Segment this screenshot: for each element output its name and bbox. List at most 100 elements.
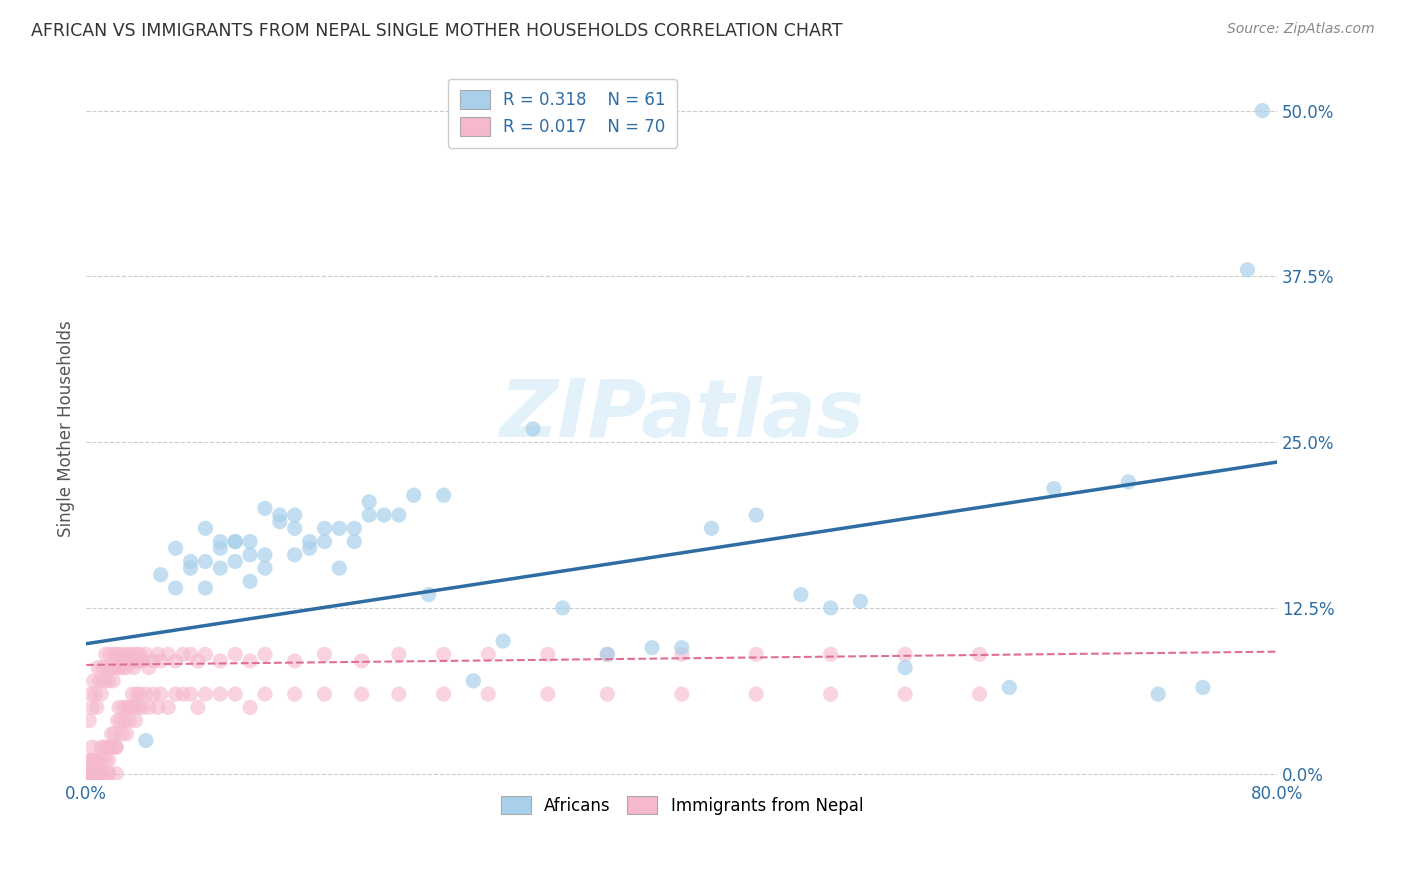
Point xyxy=(132,700,155,714)
Point xyxy=(1118,475,1140,489)
Point xyxy=(118,648,141,662)
Point xyxy=(117,654,139,668)
Point xyxy=(97,673,120,688)
Point xyxy=(101,740,124,755)
Point xyxy=(343,521,366,535)
Point xyxy=(103,648,125,662)
Point xyxy=(894,648,917,662)
Point xyxy=(388,508,411,522)
Point xyxy=(1236,262,1258,277)
Point xyxy=(77,753,100,767)
Point xyxy=(284,654,307,668)
Point xyxy=(105,740,128,755)
Point xyxy=(969,648,991,662)
Point xyxy=(149,687,172,701)
Point xyxy=(700,521,723,535)
Point xyxy=(172,687,194,701)
Point xyxy=(894,687,917,701)
Point xyxy=(84,766,107,780)
Point xyxy=(149,654,172,668)
Point xyxy=(90,740,112,755)
Point xyxy=(239,574,262,589)
Point xyxy=(224,554,246,568)
Point xyxy=(149,567,172,582)
Point xyxy=(77,766,100,780)
Point xyxy=(314,648,336,662)
Point xyxy=(298,541,321,556)
Point xyxy=(179,687,201,701)
Point xyxy=(107,714,129,728)
Point xyxy=(253,561,276,575)
Point xyxy=(83,673,105,688)
Point xyxy=(94,648,117,662)
Point xyxy=(402,488,425,502)
Point xyxy=(969,687,991,701)
Point xyxy=(179,561,201,575)
Point xyxy=(350,687,373,701)
Point xyxy=(125,648,148,662)
Point xyxy=(596,687,619,701)
Point xyxy=(111,660,134,674)
Point xyxy=(97,753,120,767)
Point xyxy=(418,588,440,602)
Point xyxy=(209,561,232,575)
Point xyxy=(111,727,134,741)
Point xyxy=(117,700,139,714)
Point xyxy=(671,640,693,655)
Point xyxy=(100,660,122,674)
Point xyxy=(596,648,619,662)
Point xyxy=(125,687,148,701)
Point xyxy=(128,687,150,701)
Point xyxy=(110,648,132,662)
Point xyxy=(596,648,619,662)
Point xyxy=(121,687,143,701)
Point xyxy=(86,753,108,767)
Point xyxy=(82,766,104,780)
Point xyxy=(157,648,180,662)
Point xyxy=(388,687,411,701)
Legend: Africans, Immigrants from Nepal: Africans, Immigrants from Nepal xyxy=(491,786,873,825)
Point xyxy=(194,581,217,595)
Point xyxy=(671,648,693,662)
Point xyxy=(84,766,107,780)
Point xyxy=(194,648,217,662)
Point xyxy=(77,714,100,728)
Point xyxy=(350,654,373,668)
Point xyxy=(284,548,307,562)
Point xyxy=(820,687,842,701)
Point xyxy=(105,660,128,674)
Point xyxy=(343,534,366,549)
Point xyxy=(100,727,122,741)
Point xyxy=(269,515,291,529)
Point xyxy=(138,660,160,674)
Point xyxy=(114,648,136,662)
Point xyxy=(522,422,544,436)
Point xyxy=(388,648,411,662)
Point xyxy=(122,700,145,714)
Point xyxy=(105,766,128,780)
Point xyxy=(284,508,307,522)
Point xyxy=(120,654,142,668)
Point xyxy=(80,753,103,767)
Point xyxy=(359,495,381,509)
Point xyxy=(314,521,336,535)
Point xyxy=(432,488,454,502)
Point xyxy=(194,687,217,701)
Point xyxy=(146,700,169,714)
Point xyxy=(253,501,276,516)
Point xyxy=(135,733,157,747)
Point xyxy=(91,766,114,780)
Point xyxy=(641,640,664,655)
Point xyxy=(998,681,1021,695)
Point xyxy=(91,660,114,674)
Point xyxy=(90,753,112,767)
Point xyxy=(790,588,813,602)
Point xyxy=(269,508,291,522)
Point xyxy=(551,601,574,615)
Point xyxy=(172,648,194,662)
Point xyxy=(96,660,118,674)
Point xyxy=(157,700,180,714)
Point xyxy=(97,766,120,780)
Point xyxy=(432,687,454,701)
Point xyxy=(98,648,121,662)
